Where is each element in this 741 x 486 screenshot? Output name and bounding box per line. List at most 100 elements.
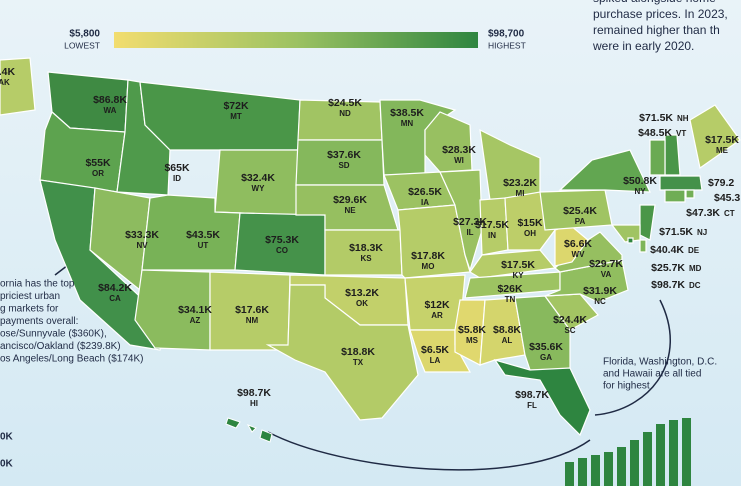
state-value: $17.5K <box>705 134 739 146</box>
state-value: $32.4K <box>241 172 275 184</box>
state-value: $17.6K <box>235 304 269 316</box>
state-value: $98.7K <box>651 279 685 291</box>
state-abbr: TN <box>505 295 516 304</box>
state-abbr: AK <box>0 78 10 87</box>
state-value: $23.2K <box>503 177 537 189</box>
state-value: $18.3K <box>349 242 383 254</box>
state-abbr: NY <box>634 187 646 196</box>
state-shape <box>265 284 419 421</box>
state-shape <box>664 189 686 203</box>
top-note-line: were in early 2020. <box>592 39 694 53</box>
state-value: $13.2K <box>345 287 379 299</box>
state-value: $25.7K <box>651 262 685 274</box>
axis-fragment: 0K <box>0 432 14 443</box>
state-shape <box>639 239 647 253</box>
state-abbr: AL <box>502 336 513 345</box>
state-value: $31.9K <box>583 285 617 297</box>
state-abbr: WA <box>104 106 117 115</box>
state-value: $12K <box>424 299 450 311</box>
state-abbr: FL <box>527 401 537 410</box>
state-shape <box>493 358 591 437</box>
state-shape <box>225 417 241 429</box>
state-value: $26K <box>497 283 523 295</box>
state-value: $24.5K <box>328 97 362 109</box>
state-abbr: SD <box>338 161 349 170</box>
state-value: $33.3K <box>125 229 159 241</box>
state-abbr: NC <box>594 297 606 306</box>
legend-low-value: $5,800 <box>69 29 100 40</box>
state-abbr: HI <box>250 399 258 408</box>
state-abbr: ND <box>339 109 351 118</box>
state-value: $6.6K <box>564 238 592 250</box>
state-shape <box>610 224 641 243</box>
state-abbr: CA <box>109 294 121 303</box>
state-value: $79.2 <box>708 177 734 189</box>
state-value: $71.5K <box>659 226 693 238</box>
state-value: $50.8K <box>623 175 657 187</box>
state-shape <box>685 189 695 199</box>
state-abbr: MI <box>516 189 525 198</box>
state-abbr: WI <box>454 156 464 165</box>
state-value: $17.5K <box>475 219 509 231</box>
state-value: $35.6K <box>529 341 563 353</box>
state-abbr: DE <box>688 246 700 255</box>
state-shape <box>259 429 273 443</box>
state-shape <box>134 269 211 351</box>
state-abbr: MN <box>401 119 414 128</box>
top-note-line: spiked alongside home <box>593 0 716 5</box>
state-value: $72K <box>223 100 249 112</box>
state-abbr: IL <box>466 228 473 237</box>
state-abbr: NH <box>677 114 689 123</box>
state-value: $17.8K <box>411 250 445 262</box>
state-abbr: TX <box>353 358 364 367</box>
state-shape <box>659 175 703 191</box>
state-abbr: NE <box>344 206 356 215</box>
state-abbr: OR <box>92 169 104 178</box>
state-abbr: KS <box>360 254 372 263</box>
state-abbr: IN <box>488 231 496 240</box>
state-abbr: KY <box>512 271 524 280</box>
state-abbr: CO <box>276 246 288 255</box>
state-abbr: OK <box>356 299 368 308</box>
state-shape <box>424 111 473 173</box>
state-shape <box>139 81 301 151</box>
state-value: $26.5K <box>408 186 442 198</box>
state-value: $40.4K <box>650 244 684 256</box>
legend-high-value: $98,700 <box>488 29 525 40</box>
state-abbr: MD <box>689 264 702 273</box>
state-value: $65K <box>164 162 190 174</box>
state-shape <box>0 57 36 116</box>
state-shape <box>246 424 257 433</box>
state-shape <box>558 149 651 193</box>
legend-low-label: LOWEST <box>64 40 100 50</box>
state-abbr: VT <box>676 129 686 138</box>
left-note-line: g markets for <box>0 304 59 315</box>
state-shape <box>479 128 541 201</box>
state-value: $55K <box>85 157 111 169</box>
state-abbr: AR <box>431 311 443 320</box>
state-abbr: ID <box>173 174 181 183</box>
left-note-line: priciest urban <box>0 291 60 302</box>
state-shape <box>479 297 526 366</box>
state-shape <box>639 204 656 241</box>
right-note-line: Florida, Washington, D.C. <box>603 357 717 368</box>
state-value: $43.5K <box>186 229 220 241</box>
state-abbr: ME <box>716 146 729 155</box>
state-shape <box>664 134 681 176</box>
state-shape <box>627 237 634 244</box>
state-value: $8.8K <box>493 324 521 336</box>
axis-fragment: 0K <box>0 459 14 470</box>
legend-high-label: HIGHEST <box>488 40 526 50</box>
state-value: $45.3 <box>714 192 740 204</box>
state-value: $5.8K <box>458 324 486 336</box>
state-value: $25.4K <box>563 205 597 217</box>
state-value: $15K <box>517 217 543 229</box>
state-shape <box>689 104 741 170</box>
state-abbr: DC <box>689 281 701 290</box>
state-shape <box>544 259 629 303</box>
state-value: $98.7K <box>237 387 271 399</box>
state-abbr: NV <box>136 241 148 250</box>
